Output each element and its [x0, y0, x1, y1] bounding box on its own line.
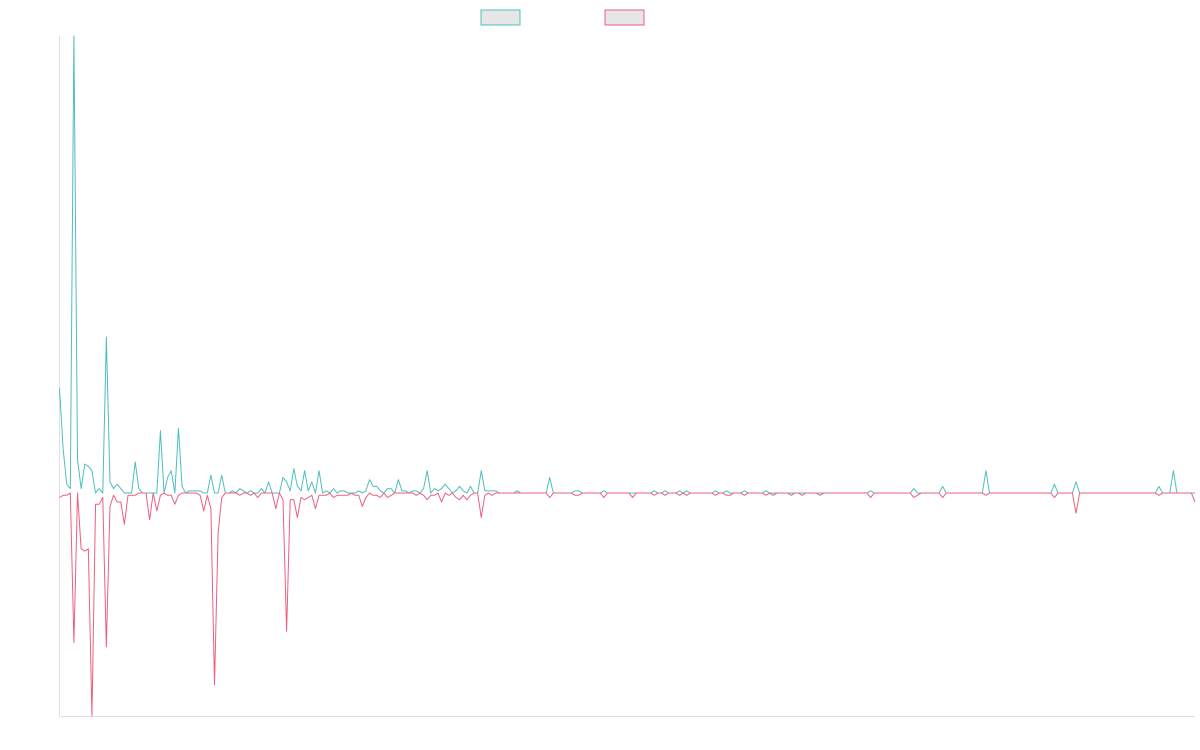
legend-swatch-series-1[interactable]: [480, 9, 521, 26]
series-2-line: [59, 492, 1196, 717]
plot-area: [59, 35, 1196, 717]
series-1-line: [59, 35, 1195, 494]
legend-swatch-series-2[interactable]: [604, 9, 645, 26]
legend: [480, 9, 645, 26]
